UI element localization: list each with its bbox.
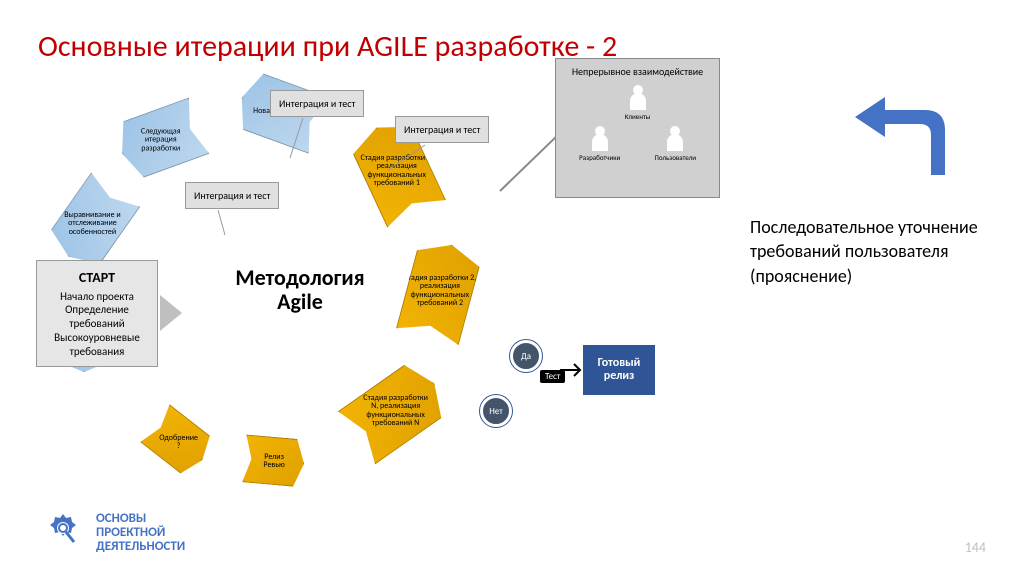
return-arrow-icon: [850, 95, 970, 185]
right-caption: Последовательное уточнение требований по…: [750, 215, 1005, 288]
slide-title: Основные итерации при AGILE разработке -…: [38, 28, 617, 65]
integration-callout: Интеграция и тест: [395, 116, 489, 143]
integration-callout: Интеграция и тест: [185, 182, 279, 209]
cycle-segment: Стадия разработки 2, реализация функцион…: [396, 237, 483, 346]
start-arrow-icon: [160, 295, 182, 331]
cycle-segment: Следующая итерация разработки: [112, 97, 210, 181]
integration-callout: Интеграция и тест: [270, 90, 364, 117]
person-clients-icon: Клиенты: [616, 84, 660, 121]
cycle-segment: Выравнивание и отслеживание особенностей: [44, 172, 140, 274]
start-box: СТАРТ Начало проекта Определение требова…: [36, 260, 158, 367]
center-label: МетодологияAgile: [235, 266, 364, 314]
release-box: Готовый релиз: [583, 345, 655, 395]
people-box: Непрерывное взаимодействие Клиенты Разра…: [555, 58, 720, 198]
page-number: 144: [965, 539, 986, 556]
cycle-segment: Одобрение ?: [140, 404, 217, 479]
footer-logo: ОСНОВЫ ПРОЕКТНОЙ ДЕЯТЕЛЬНОСТИ: [40, 510, 185, 556]
gear-magnifier-icon: [40, 510, 86, 556]
decision-yes: Да: [510, 340, 542, 372]
decision-no: Нет: [480, 395, 512, 427]
people-connector-line: [499, 131, 562, 191]
person-devs-icon: Разработчики: [578, 125, 622, 162]
cycle-segment: Стадия разработки N, реализация функцион…: [338, 357, 453, 465]
person-users-icon: Пользователи: [653, 125, 697, 162]
cycle-segment: Релиз Ревью: [242, 434, 306, 487]
test-label: Тест: [540, 370, 565, 383]
